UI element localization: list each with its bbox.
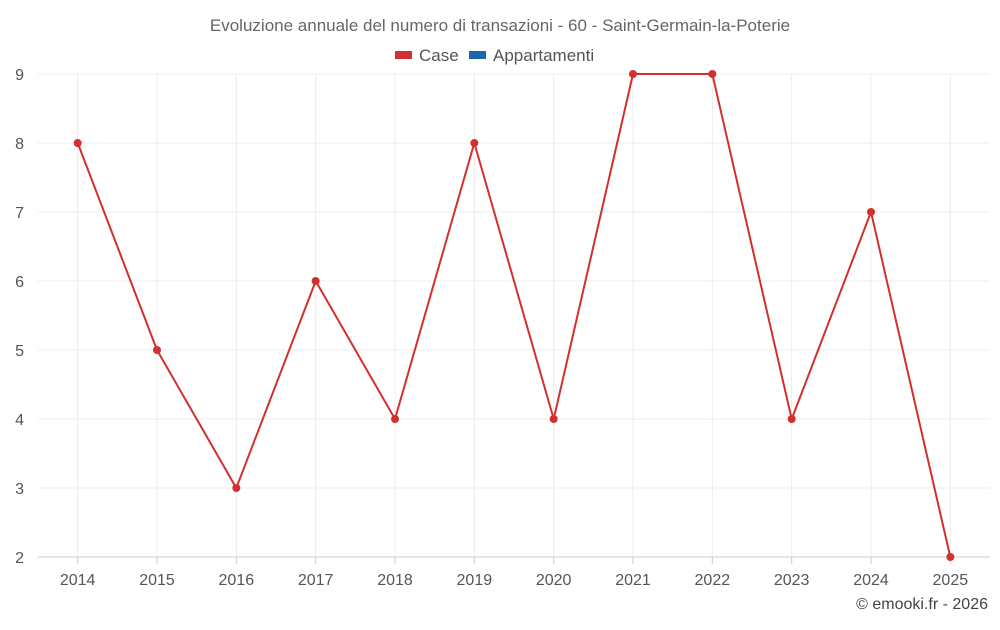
x-tick-label: 2023 xyxy=(774,572,810,589)
x-tick-label: 2025 xyxy=(933,572,969,589)
x-tick-label: 2018 xyxy=(377,572,413,589)
data-point-case[interactable] xyxy=(867,208,875,216)
y-tick-label: 9 xyxy=(15,67,24,84)
data-point-case[interactable] xyxy=(391,415,399,423)
x-tick-label: 2014 xyxy=(60,572,96,589)
legend-swatch-case xyxy=(395,51,412,59)
y-tick-label: 5 xyxy=(15,343,24,360)
data-point-case[interactable] xyxy=(153,346,161,354)
legend: Case Appartamenti xyxy=(395,46,594,65)
y-tick-label: 7 xyxy=(15,205,24,222)
y-tick-label: 4 xyxy=(15,412,24,429)
x-tick-label: 2015 xyxy=(139,572,175,589)
y-tick-label: 8 xyxy=(15,136,24,153)
data-point-case[interactable] xyxy=(311,277,320,285)
x-tick-label: 2017 xyxy=(298,572,334,589)
data-point-case[interactable] xyxy=(708,70,717,78)
x-tick-label: 2024 xyxy=(853,572,889,589)
grid xyxy=(38,73,990,558)
legend-label-appartamenti: Appartamenti xyxy=(493,46,594,65)
legend-swatch-appartamenti xyxy=(469,51,486,59)
x-tick-label: 2021 xyxy=(615,572,651,589)
x-tick-label: 2016 xyxy=(219,572,255,589)
legend-item-appartamenti[interactable]: Appartamenti xyxy=(469,46,594,65)
data-point-case[interactable] xyxy=(549,415,558,423)
legend-item-case[interactable]: Case xyxy=(395,46,459,65)
y-tick-label: 2 xyxy=(15,550,24,567)
data-point-case[interactable] xyxy=(629,70,637,78)
legend-label-case: Case xyxy=(419,46,459,65)
x-tick-label: 2020 xyxy=(536,572,572,589)
y-tick-label: 3 xyxy=(15,481,24,498)
x-tick-label: 2019 xyxy=(457,572,493,589)
data-point-case[interactable] xyxy=(73,139,82,147)
series-case xyxy=(73,70,955,561)
y-axis: 2 3 4 5 6 7 8 9 xyxy=(15,67,24,567)
data-point-case[interactable] xyxy=(946,553,955,561)
x-axis: 2014 2015 2016 2017 2018 2019 2020 2021 2022 2023… xyxy=(38,556,990,589)
series-line-case xyxy=(76,73,952,558)
credit-text: © emooki.fr - 2026 xyxy=(856,596,988,613)
data-point-case[interactable] xyxy=(787,415,796,423)
y-tick-label: 6 xyxy=(15,274,24,291)
data-point-case[interactable] xyxy=(232,484,241,492)
chart-title: Evoluzione annuale del numero di transaz… xyxy=(210,16,790,35)
x-tick-label: 2022 xyxy=(695,572,731,589)
data-point-case[interactable] xyxy=(470,139,479,147)
